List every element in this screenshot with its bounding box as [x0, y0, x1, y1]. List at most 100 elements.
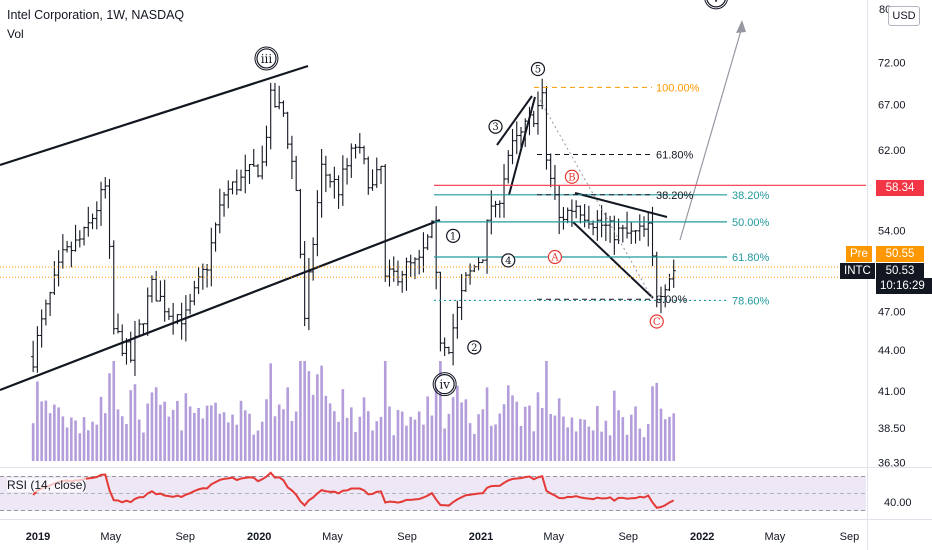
volume-bar	[159, 404, 162, 461]
wave-label-ring	[704, 0, 728, 10]
price-tick-9: 38.50	[878, 423, 906, 435]
volume-bar	[659, 408, 663, 461]
fib-retracement-label: 38.20%	[656, 190, 694, 202]
time-tick-6: 2021	[469, 531, 493, 543]
price-tick-7: 44.00	[878, 345, 906, 357]
volume-bar	[324, 395, 328, 461]
volume-bar	[481, 409, 485, 461]
countdown-badge: 10:16:29	[876, 278, 932, 294]
volume-bar	[48, 413, 52, 461]
volume-bar	[273, 416, 277, 461]
volume-bar	[473, 433, 476, 461]
projection-arrow-head	[736, 20, 746, 33]
time-tick-8: Sep	[618, 531, 638, 543]
channel-upper-line	[0, 64, 309, 167]
volume-bar	[511, 395, 514, 461]
time-tick-4: May	[322, 531, 343, 543]
volume-bar	[197, 407, 200, 461]
volume-bar	[596, 405, 599, 461]
volume-bar	[99, 396, 103, 461]
red-level-badge: 58.34	[876, 180, 924, 196]
volume-label: Vol	[7, 27, 24, 41]
fib-extension-label: 38.20%	[732, 190, 770, 202]
volume-bar	[201, 418, 205, 461]
volume-bar	[422, 424, 425, 461]
volume-bar	[617, 410, 620, 461]
wave-label-B: B	[568, 172, 575, 183]
volume-bar	[562, 416, 565, 461]
volume-bar	[328, 403, 332, 461]
volume-bar	[120, 416, 124, 461]
volume-bar	[409, 416, 413, 461]
currency-button[interactable]: USD	[888, 6, 920, 26]
volume-bar	[362, 397, 366, 461]
volume-bar	[82, 417, 86, 461]
volume-bar	[536, 392, 540, 461]
rsi-tick-0: 40.00	[884, 497, 912, 509]
time-tick-2: Sep	[175, 531, 195, 543]
volume-bar	[57, 407, 60, 461]
volume-bar	[477, 414, 480, 461]
volume-bar	[608, 435, 612, 461]
pre-tag-badge: Pre	[846, 246, 872, 262]
volume-bar	[354, 432, 357, 461]
chart-title: Intel Corporation, 1W, NASDAQ	[7, 8, 185, 22]
volume-bar	[167, 416, 171, 461]
volume-bar	[651, 386, 654, 461]
volume-bar	[430, 415, 434, 461]
volume-bar	[460, 402, 463, 461]
volume-bar	[456, 385, 459, 461]
wave-label-circle	[488, 119, 503, 134]
volume-bar	[125, 424, 128, 461]
wave-label-2: 2	[471, 343, 477, 354]
volume-bar	[634, 406, 637, 461]
volume-bar	[36, 381, 39, 461]
volume-bar	[345, 417, 349, 461]
volume-bar	[358, 416, 362, 461]
volume-bar	[248, 413, 251, 461]
volume-bar	[184, 393, 188, 461]
volume-bar	[375, 421, 379, 461]
volume-bar	[235, 424, 239, 461]
wave-label-C: C	[653, 317, 661, 328]
volume-bar	[515, 401, 519, 461]
volume-bar	[570, 417, 574, 461]
price-tick-2: 62.00	[878, 145, 906, 157]
volume-bar	[180, 430, 183, 461]
time-tick-1: May	[100, 531, 121, 543]
volume-bar	[320, 365, 323, 461]
last-price-badge: 50.53	[876, 263, 924, 279]
wave-label-A: A	[550, 252, 559, 263]
wave-label-circle	[564, 169, 580, 184]
volume-bar	[193, 412, 196, 461]
volume-bar	[506, 385, 510, 461]
volume-bar	[95, 424, 99, 461]
rsi-line	[32, 471, 675, 509]
fib-retracement-label: 0.00%	[656, 294, 687, 306]
volume-bar	[78, 433, 82, 461]
wedge-line-lower	[508, 96, 536, 196]
wave-label-v: v	[712, 0, 720, 5]
wave-label-circle	[467, 340, 482, 355]
volume-bar	[366, 411, 370, 461]
wave-label-1: 1	[450, 231, 456, 242]
volume-bar	[137, 419, 141, 461]
volume-bar	[256, 430, 260, 461]
volume-bar	[371, 430, 374, 461]
price-tick-6: 47.00	[878, 307, 906, 319]
volume-bar	[269, 363, 273, 461]
volume-bar	[379, 416, 383, 461]
volume-bar	[629, 414, 633, 461]
volume-bar	[31, 423, 35, 461]
volume-bar	[663, 419, 667, 461]
wave-label-circle	[530, 61, 546, 77]
volume-bar	[218, 413, 222, 461]
volume-bar	[625, 434, 629, 461]
volume-bar	[498, 413, 502, 461]
wave-label-circle	[256, 48, 277, 69]
wave-label-ring	[432, 372, 457, 397]
pre-price-badge: 50.55	[876, 246, 924, 262]
wave-label-4: 4	[505, 256, 511, 267]
volume-bar	[600, 431, 603, 461]
volume-bar	[74, 420, 77, 461]
